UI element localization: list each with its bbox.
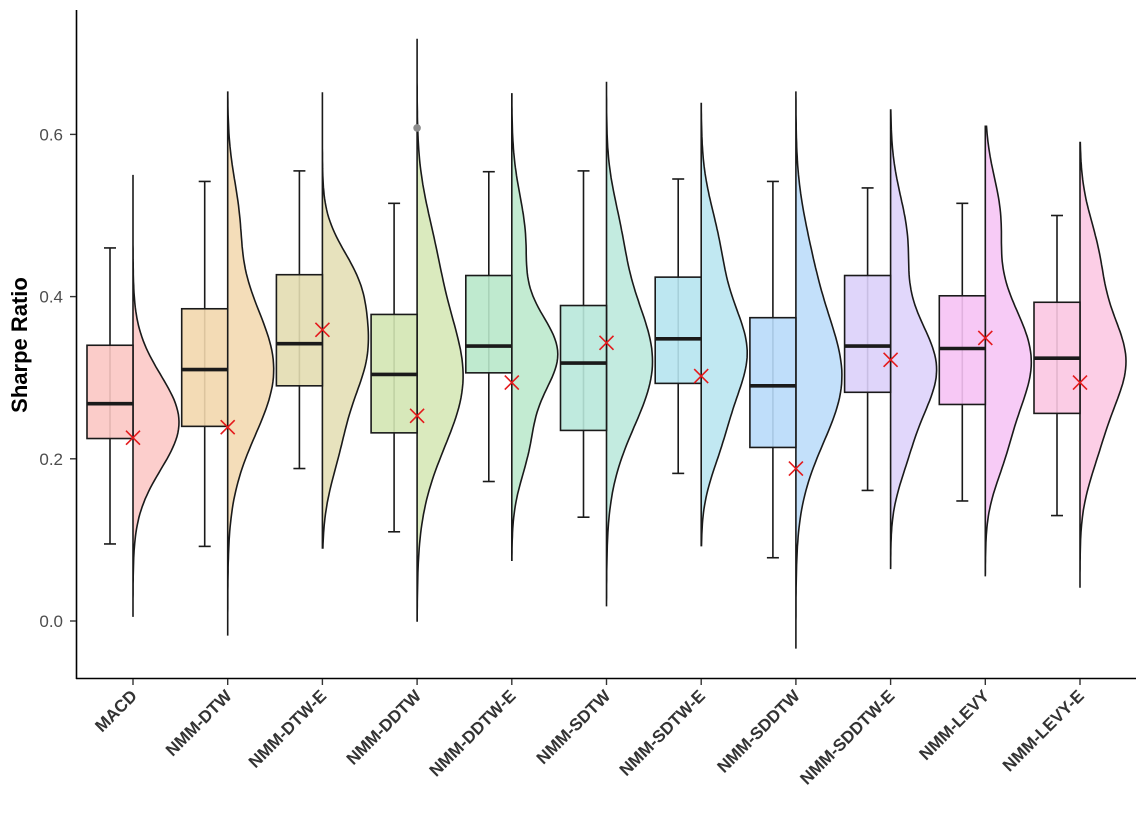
x-tick-label: NMM-SDDTW	[714, 686, 805, 777]
mean-marker	[504, 375, 520, 391]
mean-marker	[1072, 375, 1088, 391]
density-cloud	[605, 81, 654, 607]
box-iqr	[749, 316, 797, 449]
mean-marker	[883, 352, 899, 368]
x-tick-label: NMM-DDTW	[343, 686, 426, 769]
density-cloud	[416, 38, 464, 622]
box-iqr	[654, 276, 703, 385]
density-cloud	[889, 109, 938, 570]
mean-marker-layer	[125, 124, 1088, 477]
y-tick-label: 0.2	[39, 450, 63, 469]
boxplot-layer	[86, 170, 1081, 559]
mean-marker	[693, 368, 709, 384]
x-tick-label: NMM-DDTW-E	[426, 686, 520, 780]
density-cloud	[511, 93, 559, 561]
mean-marker	[125, 430, 141, 446]
x-tick-label: NMM-LEVY-E	[999, 686, 1088, 775]
y-tick-label: 0.6	[39, 125, 63, 144]
y-axis-ticks: 0.0 0.2 0.4 0.6	[39, 125, 76, 631]
mean-marker	[314, 322, 330, 338]
mean-marker	[598, 335, 615, 351]
box-iqr	[843, 274, 892, 394]
density-cloud	[226, 91, 275, 636]
y-tick-label: 0.0	[39, 612, 63, 631]
density-layer	[132, 38, 1127, 649]
mean-marker	[409, 408, 425, 424]
x-axis-ticks: MACD NMM-DTW NMM-DTW-E NMM-DDTW NMM-DDTW-E NM…	[91, 679, 1088, 788]
y-axis-title: Sharpe Ratio	[7, 277, 32, 413]
density-cloud	[700, 102, 748, 547]
box-iqr	[86, 344, 134, 440]
density-cloud	[321, 92, 370, 549]
x-tick-label: NMM-DTW-E	[245, 686, 330, 771]
y-tick-label: 0.4	[39, 288, 63, 307]
box-iqr	[464, 274, 513, 374]
density-cloud	[984, 125, 1033, 577]
x-tick-label: MACD	[91, 686, 140, 735]
mean-marker	[788, 460, 804, 477]
density-cloud	[132, 174, 180, 617]
density-cloud	[795, 91, 843, 649]
box-iqr	[275, 273, 324, 387]
x-tick-label: NMM-LEVY	[916, 686, 994, 764]
box-iqr	[180, 307, 229, 428]
x-tick-label: NMM-DTW	[162, 686, 236, 760]
mean-marker	[977, 330, 993, 346]
box-iqr	[559, 304, 608, 432]
x-tick-label: NMM-SDDTW-E	[796, 686, 898, 788]
x-tick-label: NMM-SDTW	[533, 686, 615, 768]
x-tick-label: NMM-SDTW-E	[616, 686, 709, 779]
mean-marker	[220, 419, 236, 435]
density-cloud	[1079, 141, 1127, 588]
outlier-point	[413, 124, 421, 132]
